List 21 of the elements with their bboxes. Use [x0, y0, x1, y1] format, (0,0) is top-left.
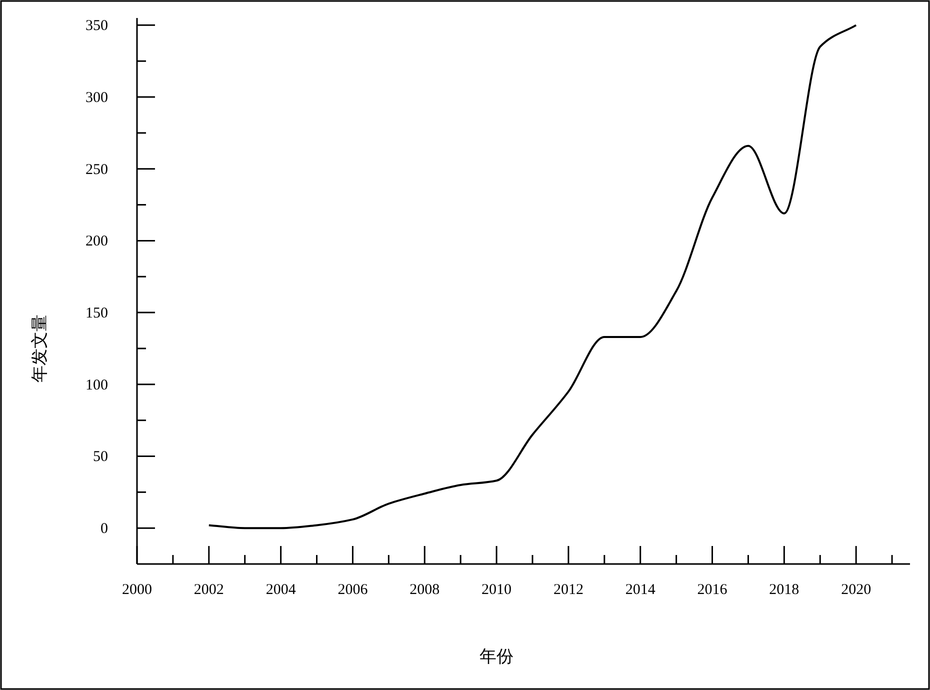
ytick: 150 — [86, 306, 108, 322]
xtick: 2012 — [553, 582, 584, 598]
xtick: 2010 — [482, 582, 512, 598]
xtick: 2018 — [769, 582, 800, 598]
xlabel: 年份 — [480, 647, 514, 667]
ytick: 200 — [86, 234, 108, 250]
xtick: 2002 — [194, 582, 224, 598]
xtick: 2006 — [338, 582, 368, 598]
xtick: 2008 — [410, 582, 440, 598]
ytick: 0 — [100, 521, 108, 538]
xtick: 2020 — [841, 582, 872, 598]
xtick: 2000 — [122, 582, 152, 598]
ytick: 100 — [86, 377, 108, 394]
ylabel: 年发文量 — [30, 314, 50, 382]
xtick: 2004 — [266, 582, 296, 598]
ytick: 250 — [86, 162, 108, 178]
xtick: 2014 — [625, 582, 656, 598]
ytick: 50 — [93, 449, 108, 466]
ytick: 300 — [86, 90, 108, 106]
xtick: 2016 — [697, 582, 728, 598]
ytick: 350 — [86, 18, 108, 34]
